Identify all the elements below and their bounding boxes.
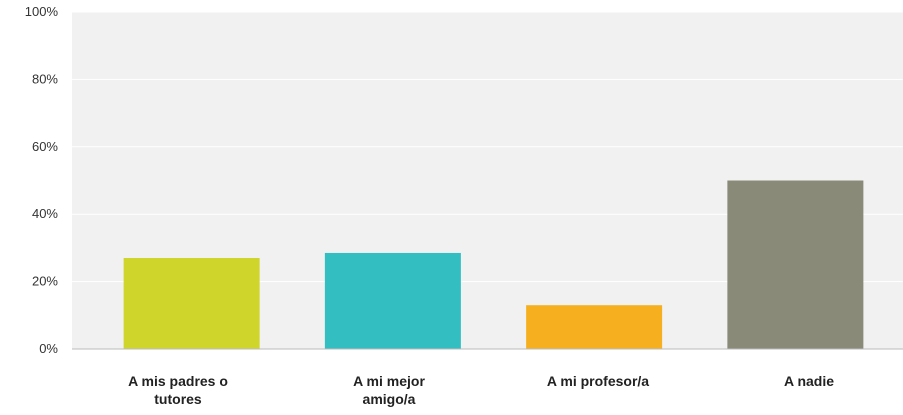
x-label-nobody: A nadie bbox=[729, 372, 889, 390]
bars bbox=[123, 180, 864, 349]
y-tick-label: 80% bbox=[32, 71, 58, 86]
y-tick-label: 20% bbox=[32, 274, 58, 289]
x-label-parents: A mis padres o tutores bbox=[98, 372, 258, 408]
x-label-best-friend: A mi mejor amigo/a bbox=[309, 372, 469, 408]
bar bbox=[324, 252, 461, 349]
x-label-line: A nadie bbox=[783, 373, 835, 389]
x-label-line: amigo/a bbox=[362, 391, 416, 407]
x-label-line: A mis padres o bbox=[128, 373, 228, 389]
y-tick-label: 0% bbox=[39, 341, 58, 356]
y-tick-label: 40% bbox=[32, 206, 58, 221]
x-label-line: tutores bbox=[154, 391, 202, 407]
x-label-line: A mi profesor/a bbox=[546, 373, 650, 389]
y-tick-label: 100% bbox=[25, 4, 59, 19]
bar bbox=[526, 305, 663, 349]
x-label-line: A mi mejor bbox=[353, 373, 425, 389]
y-tick-label: 60% bbox=[32, 139, 58, 154]
bar bbox=[727, 180, 864, 349]
x-label-teacher: A mi profesor/a bbox=[518, 372, 678, 390]
bar bbox=[123, 258, 260, 349]
y-axis-ticks: 0% 20% 40% 60% 80% 100% bbox=[25, 4, 59, 356]
